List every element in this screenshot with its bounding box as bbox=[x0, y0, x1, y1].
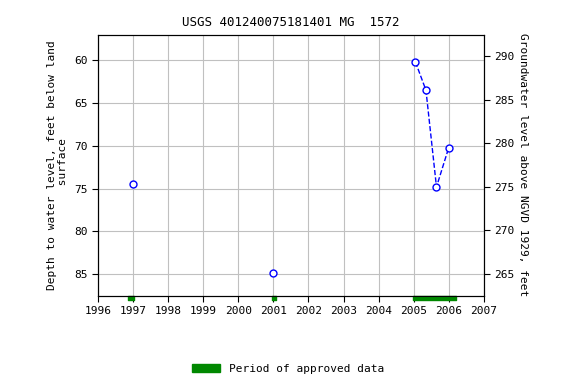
Title: USGS 401240075181401 MG  1572: USGS 401240075181401 MG 1572 bbox=[182, 16, 400, 29]
Y-axis label: Groundwater level above NGVD 1929, feet: Groundwater level above NGVD 1929, feet bbox=[518, 33, 528, 297]
Legend: Period of approved data: Period of approved data bbox=[188, 359, 388, 379]
Y-axis label: Depth to water level, feet below land
 surface: Depth to water level, feet below land su… bbox=[47, 40, 69, 290]
